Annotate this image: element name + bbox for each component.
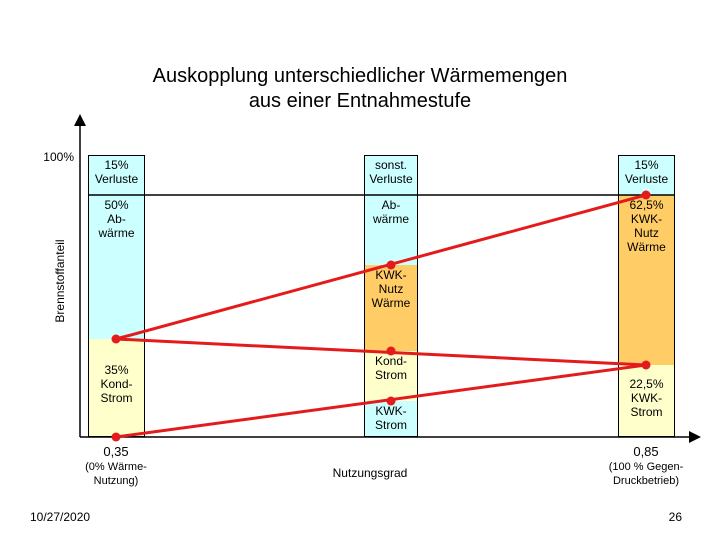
right-kwk-waerme-segment: 62,5% KWK- Nutz Wärme: [618, 195, 675, 365]
middle-verluste-label: sonst. Verluste: [369, 158, 413, 186]
left-verluste-label: 15% Verluste: [94, 158, 139, 186]
middle-verluste-segment: sonst. Verluste: [364, 155, 418, 195]
y-axis-top-label: 100%: [43, 150, 74, 164]
connect-line-top: [115, 193, 647, 341]
left-abwaerme-segment: 50% Ab- wärme: [88, 195, 145, 339]
x-left-value: 0,35: [103, 444, 129, 459]
right-verluste-segment: 15% Verluste: [618, 155, 675, 195]
footer-date: 10/27/2020: [30, 510, 91, 524]
right-kwk-strom-segment: 22,5% KWK- Strom: [618, 365, 675, 437]
middle-abwaerme-segment: Ab- wärme: [364, 195, 418, 265]
title-line-2: aus einer Entnahmestufe: [248, 90, 472, 112]
middle-kwk-strom-label: KWK- Strom: [374, 404, 407, 432]
connect-line-middle: [115, 337, 647, 367]
middle-abwaerme-label: Ab- wärme: [372, 198, 409, 226]
right-kwk-waerme-label: 62,5% KWK- Nutz Wärme: [627, 198, 666, 254]
x-right-value: 0,85: [633, 444, 659, 459]
connect-line-bottom: [115, 363, 647, 439]
point-middle-upper: [386, 260, 396, 270]
point-left-origin: [111, 432, 121, 442]
right-kwk-strom-label: 22,5% KWK- Strom: [629, 377, 664, 419]
point-right-top: [641, 190, 651, 200]
middle-kwk-waerme-label: KWK- Nutz Wärme: [371, 268, 411, 310]
point-middle-kond: [386, 346, 396, 356]
title-line-1: Auskopplung unterschiedlicher Wärmemenge…: [152, 65, 568, 87]
footer-page-number: 26: [668, 510, 682, 524]
x-right-note: (100 % Gegen- Druckbetrieb): [608, 461, 684, 487]
x-axis-label: Nutzungsgrad: [332, 466, 408, 480]
left-verluste-segment: 15% Verluste: [88, 155, 145, 195]
left-abwaerme-label: 50% Ab- wärme: [98, 198, 135, 240]
left-strom-label: 35% Kond- Strom: [100, 363, 133, 405]
point-middle-lower: [386, 396, 396, 406]
point-right-strom: [641, 360, 651, 370]
right-verluste-label: 15% Verluste: [624, 158, 669, 186]
middle-kwk-strom-segment: KWK- Strom: [364, 401, 418, 437]
left-strom-segment: 35% Kond- Strom: [88, 339, 145, 437]
slide-title: Auskopplung unterschiedlicher Wärmemenge…: [60, 64, 660, 114]
point-left-strom: [111, 334, 121, 344]
x-left-note: (0% Wärme- Nutzung): [85, 461, 147, 487]
middle-kond-strom-label: Kond- Strom: [374, 354, 408, 382]
middle-kond-strom-segment: Kond- Strom: [364, 351, 418, 401]
middle-kwk-waerme-segment: KWK- Nutz Wärme: [364, 265, 418, 351]
